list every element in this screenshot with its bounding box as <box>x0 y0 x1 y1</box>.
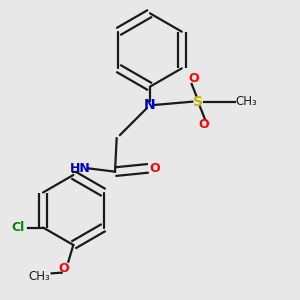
Text: S: S <box>193 95 203 109</box>
Text: O: O <box>188 72 199 85</box>
Text: N: N <box>144 98 156 112</box>
Text: HN: HN <box>70 162 91 175</box>
Text: CH₃: CH₃ <box>236 95 257 108</box>
Text: O: O <box>198 118 208 131</box>
Text: O: O <box>149 162 160 175</box>
Text: CH₃: CH₃ <box>28 269 50 283</box>
Text: O: O <box>58 262 69 275</box>
Text: Cl: Cl <box>11 221 25 234</box>
